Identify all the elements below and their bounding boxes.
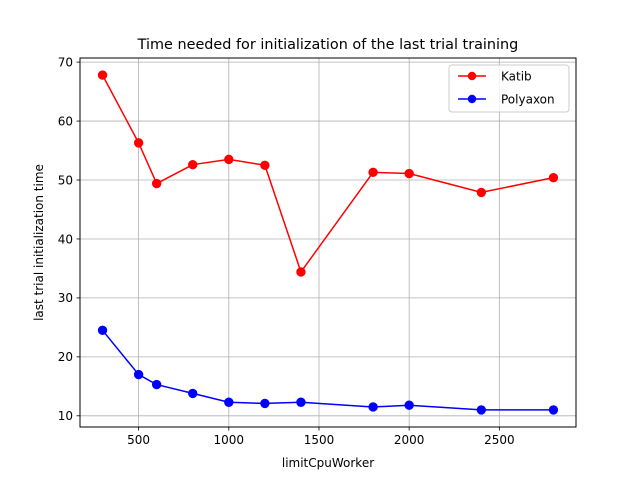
y-tick-label: 30: [58, 291, 73, 305]
series-katib: [97, 70, 559, 277]
data-point-polyaxon: [404, 400, 414, 410]
axis-ticks: 500 1000 1500 2000 2500 10 20 30 40 50 60 70: [58, 55, 515, 447]
data-point-katib: [188, 159, 198, 170]
series-polyaxon: [97, 325, 559, 415]
y-tick-label: 70: [58, 55, 73, 69]
data-point-katib: [224, 154, 234, 165]
y-tick-label: 10: [58, 409, 73, 423]
data-point-katib: [404, 168, 414, 179]
data-point-katib: [260, 160, 270, 170]
x-tick-label: 2500: [484, 433, 515, 447]
data-point-polyaxon: [260, 398, 270, 409]
x-tick-label: 500: [127, 433, 150, 447]
data-point-katib: [368, 167, 378, 178]
data-point-polyaxon: [133, 369, 144, 380]
y-tick-label: 20: [58, 350, 73, 364]
y-tick-label: 50: [58, 173, 73, 187]
chart-title: Time needed for initialization of the la…: [137, 37, 519, 53]
x-tick-label: 1000: [214, 433, 245, 447]
legend-label-polyaxon: Polyaxon: [501, 93, 555, 107]
y-tick-label: 40: [58, 232, 73, 246]
data-point-katib: [476, 187, 487, 198]
data-point-polyaxon: [296, 397, 306, 407]
plot-frame: [79, 57, 577, 428]
y-tick-label: 60: [58, 114, 73, 128]
data-point-polyaxon: [548, 405, 559, 415]
x-axis-label: limitCpuWorker: [282, 456, 374, 470]
data-point-polyaxon: [151, 379, 162, 390]
y-axis-label: last trial initialization time: [32, 164, 46, 321]
legend-label-katib: Katib: [501, 70, 532, 84]
legend-marker-polyaxon: [467, 94, 477, 104]
data-point-polyaxon: [476, 405, 487, 415]
legend: Katib Polyaxon: [448, 64, 570, 113]
data-point-polyaxon: [97, 325, 108, 336]
grid: [80, 58, 576, 427]
data-point-katib: [97, 70, 108, 80]
x-tick-label: 2000: [394, 433, 425, 447]
data-point-katib: [296, 267, 306, 277]
legend-marker-katib: [467, 71, 477, 81]
data-point-polyaxon: [368, 402, 378, 412]
data-point-katib: [151, 178, 162, 189]
x-tick-label: 1500: [304, 433, 335, 447]
data-point-polyaxon: [224, 397, 234, 407]
plot-series: [97, 70, 559, 415]
data-point-katib: [133, 138, 144, 148]
data-point-katib: [548, 172, 559, 183]
data-point-polyaxon: [188, 388, 198, 399]
